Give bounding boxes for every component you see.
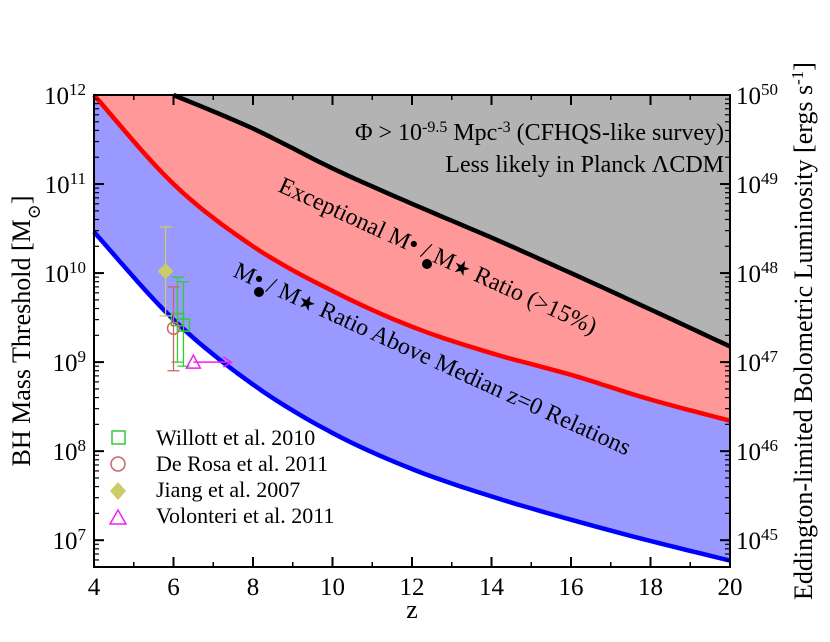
legend-square-marker: [111, 430, 126, 445]
limit-arrowhead: [222, 356, 233, 368]
x-axis: 4 6 8 10 12 14 16 18 20: [88, 95, 743, 601]
legend-label-derosa: De Rosa et al. 2011: [156, 451, 328, 476]
bh-dot-marker: [422, 259, 432, 269]
x-tick-label: 14: [479, 574, 505, 601]
y-axis: 107 108 109 1010 1011 1012: [44, 80, 104, 568]
x-tick-label: 4: [88, 574, 101, 601]
y2-axis-title: Eddington-limited Bolometric Luminosity …: [788, 62, 819, 600]
y2-axis: 1045 1046 1047 1048 1049 1050: [720, 80, 779, 568]
y2-tick-label: 1047: [736, 347, 779, 378]
series-line-0: [92, 230, 731, 563]
threshold-curves: [92, 92, 731, 563]
planck-annotation: Less likely in Planck ΛCDM: [445, 152, 724, 178]
y-axis-title: BH Mass Threshold [M⊙]: [7, 195, 44, 466]
x-tick-label: 10: [320, 574, 345, 601]
y2-tick-label: 1049: [736, 169, 778, 200]
legend-circle-marker: [110, 456, 126, 472]
x-tick-label: 18: [638, 574, 663, 601]
point-square: [176, 318, 191, 332]
y-tick-label: 1010: [44, 258, 86, 289]
point-diamond: [157, 263, 174, 280]
legend-label-volonteri: Volonteri et al. 2011: [156, 503, 334, 528]
phi-annotation: Φ > 10-9.5 Mpc-3 (CFHQS-like survey): [355, 119, 724, 147]
x-tick-label: 20: [718, 574, 743, 601]
point-circle: [166, 321, 181, 336]
observations: [157, 226, 233, 372]
y-tick-label: 1012: [44, 80, 86, 111]
x-axis-title: z: [406, 595, 418, 624]
y2-tick-label: 1046: [736, 436, 778, 467]
y-tick-label: 107: [53, 525, 87, 556]
y-tick-label: 108: [53, 436, 87, 467]
y-tick-label: 1011: [45, 169, 86, 200]
region-exceptional: [94, 95, 730, 421]
x-tick-label: 8: [247, 574, 260, 601]
series-line-2: [172, 92, 731, 349]
x-tick-label: 6: [167, 574, 180, 601]
legend-triangle-marker: [108, 508, 128, 525]
y2-tick-label: 1050: [736, 80, 778, 111]
bh-dot-marker: [254, 287, 264, 297]
x-tick-label: 16: [559, 574, 584, 601]
legend-diamond-marker: [110, 482, 126, 500]
y2-tick-label: 1045: [736, 525, 778, 556]
y-tick-label: 109: [53, 347, 87, 378]
legend: Willott et al. 2010 De Rosa et al. 2011 …: [108, 425, 334, 528]
legend-label-jiang: Jiang et al. 2007: [156, 477, 300, 502]
x-tick-label: 12: [400, 574, 425, 601]
y2-tick-label: 1048: [736, 258, 778, 289]
series-line-1: [92, 93, 731, 423]
legend-label-willott: Willott et al. 2010: [156, 425, 315, 450]
